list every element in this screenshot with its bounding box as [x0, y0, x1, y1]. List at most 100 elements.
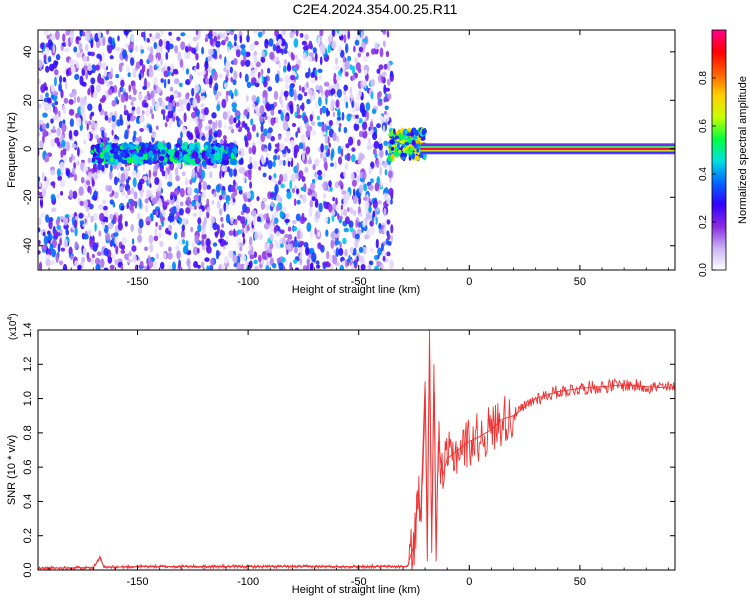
heatmap-noise-cell: [335, 99, 340, 108]
heatmap-noise-cell: [200, 228, 207, 235]
heatmap-noise-cell: [127, 30, 132, 33]
heatmap-noise-cell: [257, 31, 263, 38]
heatmap-transition-cell: [405, 150, 409, 154]
heatmap-noise-cell: [336, 135, 340, 143]
heatmap-noise-cell: [378, 228, 384, 234]
heatmap-noise-cell: [268, 175, 272, 181]
heatmap-noise-cell: [383, 84, 387, 95]
heatmap-noise-cell: [160, 46, 163, 53]
heatmap-noise-cell: [320, 151, 324, 159]
heatmap-noise-cell: [325, 96, 328, 105]
x-tick-label: 0: [466, 576, 472, 588]
heatmap-noise-cell: [106, 137, 110, 142]
heatmap-noise-cell: [334, 57, 339, 65]
heatmap-noise-cell: [181, 126, 187, 135]
y-tick-label: -20: [22, 189, 34, 205]
heatmap-transition-cell: [409, 151, 412, 155]
heatmap-noise-cell: [132, 254, 137, 263]
heatmap-noise-cell: [280, 183, 285, 189]
heatmap-noise-cell: [169, 37, 173, 45]
heatmap-noise-cell: [369, 260, 374, 266]
heatmap-noise-cell: [174, 45, 179, 54]
line-y-ticks: 0.0 0.2 0.4 0.6 0.8 1.0 1.2 1.4: [22, 322, 675, 578]
heatmap-noise-cell: [210, 257, 215, 267]
heatmap-noise-cell: [117, 222, 123, 231]
heatmap-noise-cell: [109, 170, 113, 180]
heatmap-noise-cell: [145, 107, 151, 117]
heatmap-noise-cell: [203, 216, 207, 225]
heatmap-noise-cell: [321, 172, 326, 177]
heatmap-noise-cell: [348, 254, 351, 264]
heatmap-noise-cell: [107, 73, 113, 79]
heatmap-noise-cell: [54, 100, 59, 106]
heatmap-noise-cell: [241, 222, 246, 229]
heatmap-noise-cell: [248, 147, 252, 155]
x-tick-label: -150: [127, 276, 149, 288]
heatmap-noise-cell: [168, 246, 172, 253]
heatmap-noise-cell: [62, 263, 68, 270]
heatmap-noise-cell: [225, 94, 229, 103]
heatmap-noise-cell: [315, 210, 321, 220]
heatmap-noise-cell: [296, 199, 301, 205]
heatmap-weak-band-cell: [122, 142, 129, 150]
heatmap-transition-cell: [389, 139, 395, 145]
heatmap-noise-cell: [120, 249, 126, 254]
heatmap-noise-cell: [318, 75, 323, 80]
heatmap-noise-cell: [62, 119, 66, 125]
heatmap-noise-cell: [74, 73, 80, 80]
heatmap-noise-cell: [153, 84, 156, 91]
heatmap-noise-cell: [192, 246, 199, 256]
heatmap-noise-cell: [220, 216, 224, 222]
heatmap-noise-cell: [343, 208, 348, 217]
heatmap-noise-cell: [249, 181, 253, 189]
heatmap-noise-cell: [74, 241, 79, 250]
heatmap-noise-cell: [221, 165, 226, 172]
heatmap-noise-cell: [345, 259, 348, 268]
heatmap-noise-cell: [279, 197, 283, 202]
heatmap-noise-cell: [139, 128, 144, 132]
heatmap-noise-cell: [105, 232, 111, 241]
heatmap-noise-cell: [98, 103, 102, 112]
heatmap-noise-cell: [193, 49, 197, 55]
heatmap-noise-cell: [358, 246, 364, 253]
heatmap-noise-cell: [281, 257, 286, 263]
heatmap-noise-cell: [338, 180, 343, 187]
heatmap-noise-cell: [130, 200, 136, 207]
heatmap-noise-cell: [111, 115, 116, 122]
heatmap-noise-cell: [175, 175, 180, 182]
heatmap-noise-cell: [233, 117, 237, 124]
heatmap-noise-cell: [372, 132, 378, 141]
heatmap-noise-cell: [51, 102, 55, 108]
heatmap-noise-cell: [58, 260, 64, 266]
heatmap-noise-cell: [190, 226, 194, 233]
heatmap-noise-cell: [117, 171, 121, 178]
heatmap-noise-cell: [167, 102, 173, 112]
heatmap-noise-cell: [370, 78, 376, 87]
heatmap-noise-cell: [293, 144, 300, 154]
heatmap-weak-band-cell: [121, 159, 129, 165]
heatmap-weak-band-cell: [103, 151, 110, 160]
heatmap-noise-cell: [48, 219, 53, 230]
heatmap-noise-cell: [315, 260, 320, 265]
heatmap-y-axis-label: Frequency (Hz): [6, 112, 18, 188]
heatmap-noise-cell: [121, 191, 126, 196]
heatmap-noise-cell: [355, 219, 359, 229]
heatmap-noise-cell: [155, 221, 158, 227]
heatmap-noise-cell: [260, 202, 266, 210]
heatmap-noise-cell: [50, 193, 56, 201]
heatmap-noise-cell: [277, 155, 281, 160]
x-tick-label: -50: [351, 576, 367, 588]
heatmap-noise-cell: [163, 38, 167, 49]
heatmap-noise-cell: [122, 183, 126, 188]
heatmap-noise-cell: [283, 59, 288, 65]
heatmap-noise-cell: [50, 118, 54, 124]
heatmap-transition-cell: [390, 153, 395, 159]
heatmap-noise-cell: [364, 234, 370, 240]
heatmap-noise-cell: [209, 223, 213, 232]
heatmap-noise-cell: [323, 161, 328, 169]
heatmap-noise-cell: [167, 252, 173, 260]
heatmap-noise-cell: [314, 198, 319, 208]
heatmap-weak-band-cell: [224, 155, 229, 161]
heatmap-noise-cell: [144, 246, 148, 252]
heatmap-noise-cell: [168, 172, 173, 183]
